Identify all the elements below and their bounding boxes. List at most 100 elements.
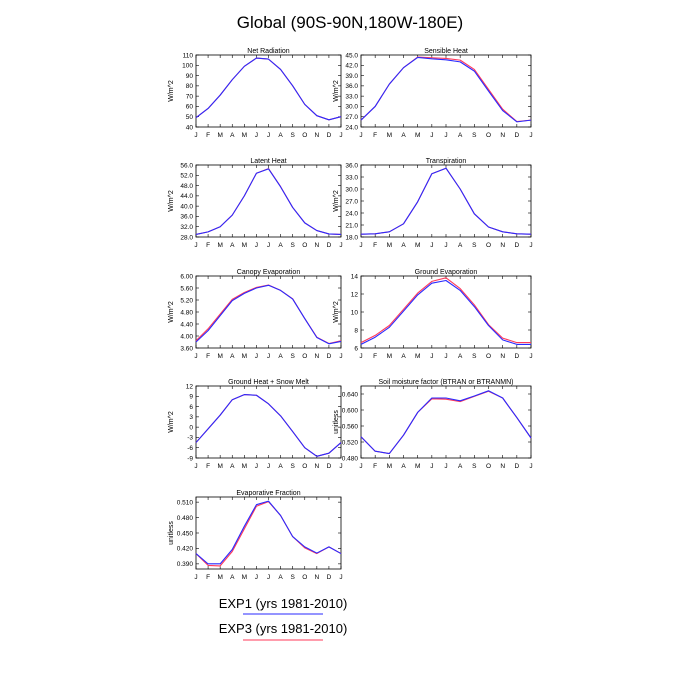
x-tick-label: J [255, 132, 258, 139]
series-line-exp3 [195, 501, 342, 567]
x-tick-label: J [430, 242, 433, 249]
x-tick-label: F [373, 132, 377, 139]
x-tick-label: M [217, 463, 222, 470]
panel-title: Transpiration [426, 158, 467, 165]
y-tick-label: 5.20 [180, 297, 193, 304]
series-line-exp1 [360, 167, 532, 235]
x-tick-label: N [500, 463, 505, 470]
series-line-exp3 [195, 284, 342, 345]
x-tick-label: J [529, 353, 532, 360]
x-tick-label: J [529, 463, 532, 470]
y-tick-label: 45.0 [345, 52, 358, 59]
y-tick-label: 100 [182, 63, 193, 70]
x-tick-label: F [373, 463, 377, 470]
x-tick-label: D [327, 574, 332, 581]
x-tick-label: J [255, 463, 258, 470]
y-tick-label: 39.0 [345, 73, 358, 80]
x-tick-label: A [458, 132, 463, 139]
series-line-exp3 [360, 390, 532, 455]
x-tick-label: N [314, 132, 319, 139]
y-tick-label: 0.510 [177, 499, 194, 506]
y-tick-label: 32.0 [180, 224, 193, 231]
x-tick-label: A [230, 574, 235, 581]
panel-title: Net Radiation [247, 48, 290, 55]
x-tick-label: D [514, 242, 519, 249]
panel-4: Canopy Evaporation W/m^2 3.60 4.00 4.40 4.80 5… [168, 269, 343, 360]
panel-6: Ground Heat + Snow Melt W/m^2 -9 -6 -3 0 3 6 9 12… [168, 379, 343, 470]
y-tick-label: 0.480 [177, 515, 194, 522]
x-tick-label: D [514, 353, 519, 360]
x-tick-label: J [430, 463, 433, 470]
x-tick-label: S [290, 574, 295, 581]
x-tick-label: M [217, 353, 222, 360]
x-tick-label: M [415, 463, 420, 470]
x-tick-label: A [278, 463, 283, 470]
x-tick-label: D [327, 463, 332, 470]
x-tick-label: M [387, 353, 392, 360]
panel-title: Ground Evaporation [415, 269, 478, 276]
x-tick-label: S [290, 353, 295, 360]
y-tick-label: 40.0 [180, 203, 193, 210]
x-tick-label: J [444, 242, 447, 249]
x-tick-label: J [339, 574, 342, 581]
x-tick-label: J [359, 242, 362, 249]
series-line-exp1 [195, 57, 342, 121]
x-tick-label: N [314, 574, 319, 581]
x-tick-label: A [230, 132, 235, 139]
x-tick-label: D [327, 353, 332, 360]
main-title: Global (90S-90N,180W-180E) [237, 13, 463, 32]
x-tick-label: O [302, 463, 307, 470]
series-line-exp1 [195, 168, 342, 235]
panel-2: Latent Heat W/m^2 28.0 32.0 36.0 40.0 44.0 48.0… [168, 158, 343, 249]
y-tick-label: 48.0 [180, 183, 193, 190]
x-tick-label: F [373, 242, 377, 249]
x-tick-label: S [472, 242, 477, 249]
y-tick-label: 60 [186, 104, 194, 111]
x-tick-label: M [415, 242, 420, 249]
series-line-exp1 [360, 390, 532, 455]
y-tick-label: -9 [187, 455, 193, 462]
x-tick-label: M [387, 242, 392, 249]
x-tick-label: M [387, 463, 392, 470]
x-tick-label: J [267, 242, 270, 249]
y-tick-label: 6.00 [180, 273, 193, 280]
y-tick-label: 33.0 [345, 174, 358, 181]
y-tick-label: 52.0 [180, 173, 193, 180]
x-tick-label: J [194, 574, 197, 581]
x-tick-label: O [302, 132, 307, 139]
x-tick-label: O [486, 463, 491, 470]
y-tick-label: -6 [187, 445, 193, 452]
x-tick-label: A [458, 353, 463, 360]
legend-label-exp1: EXP1 (yrs 1981-2010) [219, 596, 348, 611]
panel-title: Canopy Evaporation [237, 269, 301, 276]
y-tick-label: 33.0 [345, 93, 358, 100]
x-tick-label: D [514, 132, 519, 139]
x-tick-label: O [486, 132, 491, 139]
x-tick-label: F [206, 574, 210, 581]
x-tick-label: S [290, 463, 295, 470]
x-tick-label: J [444, 132, 447, 139]
x-tick-label: J [267, 353, 270, 360]
y-tick-label: 14 [351, 273, 359, 280]
y-axis-label: unitless [168, 521, 175, 545]
y-tick-label: 36.0 [345, 162, 358, 169]
x-tick-label: J [359, 132, 362, 139]
x-tick-label: J [444, 353, 447, 360]
series-line-exp1 [195, 284, 342, 345]
y-tick-label: 0.450 [177, 530, 194, 537]
x-tick-label: M [242, 574, 247, 581]
y-tick-label: 4.80 [180, 309, 193, 316]
x-tick-label: M [242, 463, 247, 470]
y-tick-label: 42.0 [345, 63, 358, 70]
x-tick-label: J [255, 574, 258, 581]
y-tick-label: 24.0 [345, 124, 358, 131]
y-tick-label: 0.520 [342, 439, 359, 446]
y-tick-label: 28.0 [180, 234, 193, 241]
plot-frame [195, 164, 342, 238]
y-axis-label: W/m^2 [168, 190, 175, 212]
x-tick-label: A [401, 132, 406, 139]
y-tick-label: 30.0 [345, 186, 358, 193]
series-line-exp1 [360, 279, 531, 345]
y-tick-label: 6 [189, 404, 193, 411]
y-tick-label: 90 [186, 73, 194, 80]
